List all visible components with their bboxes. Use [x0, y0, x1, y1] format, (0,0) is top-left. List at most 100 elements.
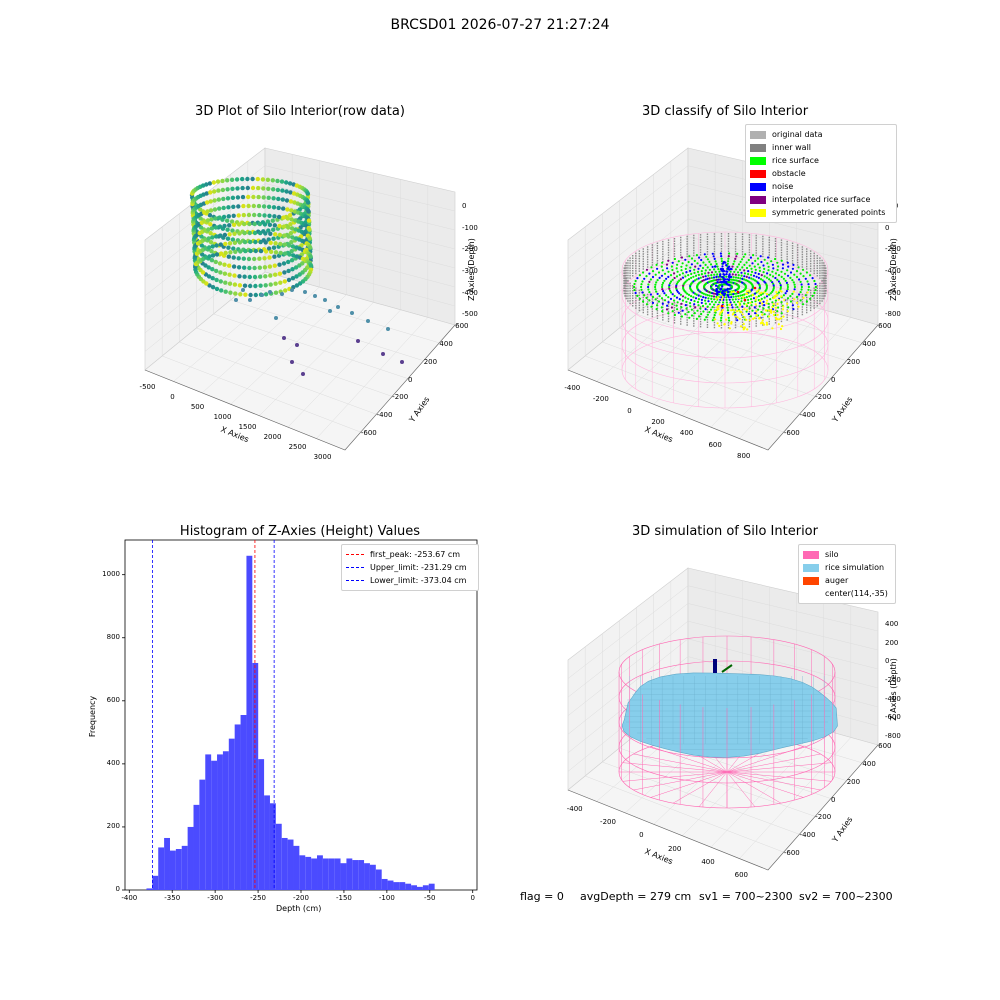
- classified-point: [687, 297, 690, 300]
- sv2-readout: sv2 = 700~2300: [799, 890, 893, 903]
- raw-point: [213, 225, 218, 230]
- classified-point: [660, 274, 664, 277]
- classified-point: [767, 269, 770, 272]
- classified-point: [767, 265, 770, 268]
- classified-point: [697, 298, 701, 301]
- legend-label: silo: [825, 550, 839, 559]
- raw-point: [245, 176, 250, 182]
- classified-point: [727, 311, 730, 314]
- classified-point: [809, 297, 812, 300]
- raw-point: [240, 185, 245, 191]
- raw-point: [236, 204, 241, 209]
- raw-point: [243, 292, 248, 297]
- classified-point: [767, 256, 770, 259]
- classified-point: [686, 279, 689, 282]
- raw-point: [273, 290, 279, 295]
- raw-point: [252, 256, 257, 262]
- raw-point: [256, 203, 262, 209]
- classified-point: [719, 319, 723, 322]
- raw-point: [273, 272, 278, 277]
- classified-point: [741, 266, 744, 269]
- classified-point: [787, 265, 790, 268]
- classified-point: [668, 289, 672, 292]
- classified-point: [712, 316, 715, 319]
- classified-point: [660, 306, 663, 309]
- classified-point: [671, 302, 674, 306]
- raw-point: [234, 177, 240, 182]
- raw-point: [212, 207, 218, 212]
- classified-point: [736, 319, 739, 322]
- classified-point: [649, 293, 653, 296]
- classified-point: [713, 257, 716, 260]
- classified-point: [685, 264, 688, 267]
- raw-point: [242, 283, 248, 288]
- classified-point: [740, 271, 743, 274]
- classified-point: [690, 263, 694, 266]
- classified-point: [786, 310, 789, 313]
- classified-point: [779, 287, 782, 290]
- classified-point: [645, 296, 648, 299]
- classified-point: [675, 267, 678, 270]
- classified-point: [667, 312, 670, 315]
- classified-point: [710, 300, 714, 303]
- raw-point: [242, 239, 248, 245]
- raw-point: [243, 248, 248, 254]
- classified-point: [727, 260, 730, 263]
- classified-point: [717, 268, 720, 271]
- classified-point: [700, 312, 703, 316]
- classified-point: [699, 307, 702, 310]
- classified-point: [685, 271, 688, 274]
- classified-point: [763, 267, 766, 270]
- classified-point: [748, 264, 751, 267]
- classified-point: [727, 255, 730, 258]
- classified-point: [704, 299, 707, 302]
- classified-point: [633, 288, 636, 292]
- classified-point: [733, 292, 737, 295]
- classified-point: [697, 304, 700, 307]
- classified-point: [634, 279, 637, 283]
- classified-point: [693, 300, 696, 303]
- classified-point: [706, 258, 710, 261]
- raw-point: [213, 216, 218, 221]
- raw-scatter-point: [356, 339, 360, 343]
- raw-point: [261, 195, 266, 200]
- raw-point: [206, 274, 212, 279]
- classified-point: [684, 296, 687, 299]
- classified-point: [710, 276, 713, 279]
- classified-point: [695, 278, 698, 281]
- classified-point: [680, 269, 683, 272]
- raw-x-tick: 2500: [288, 443, 307, 451]
- classified-point: [671, 293, 674, 296]
- classified-point: [743, 308, 746, 311]
- raw-scatter-point: [295, 343, 299, 347]
- classified-point: [690, 257, 694, 260]
- classified-point: [704, 272, 707, 275]
- classified-point: [697, 273, 701, 276]
- classified-point: [693, 268, 696, 271]
- raw-point: [271, 205, 277, 210]
- raw-point: [232, 282, 238, 287]
- classified-point: [690, 314, 694, 317]
- classified-point: [706, 294, 709, 297]
- classified-point: [648, 299, 651, 302]
- classified-point: [709, 263, 713, 266]
- classified-point: [684, 304, 687, 307]
- simulation-y-tick: -400: [799, 831, 816, 840]
- classified-point: [668, 282, 672, 285]
- classified-point: [702, 279, 706, 282]
- raw-point: [267, 213, 272, 218]
- legend-swatch: [803, 550, 819, 559]
- classified-point: [678, 273, 681, 276]
- classified-point: [713, 303, 716, 306]
- classified-point: [777, 291, 781, 294]
- raw-point: [216, 188, 221, 193]
- classified-point: [748, 307, 751, 310]
- raw-point: [247, 274, 252, 280]
- classified-point: [725, 301, 729, 304]
- classified-point: [726, 306, 729, 309]
- classified-point: [726, 309, 729, 312]
- raw-point: [248, 283, 253, 289]
- classified-point: [789, 295, 792, 298]
- classified-point: [743, 278, 746, 281]
- raw-y-tick: -200: [392, 393, 409, 402]
